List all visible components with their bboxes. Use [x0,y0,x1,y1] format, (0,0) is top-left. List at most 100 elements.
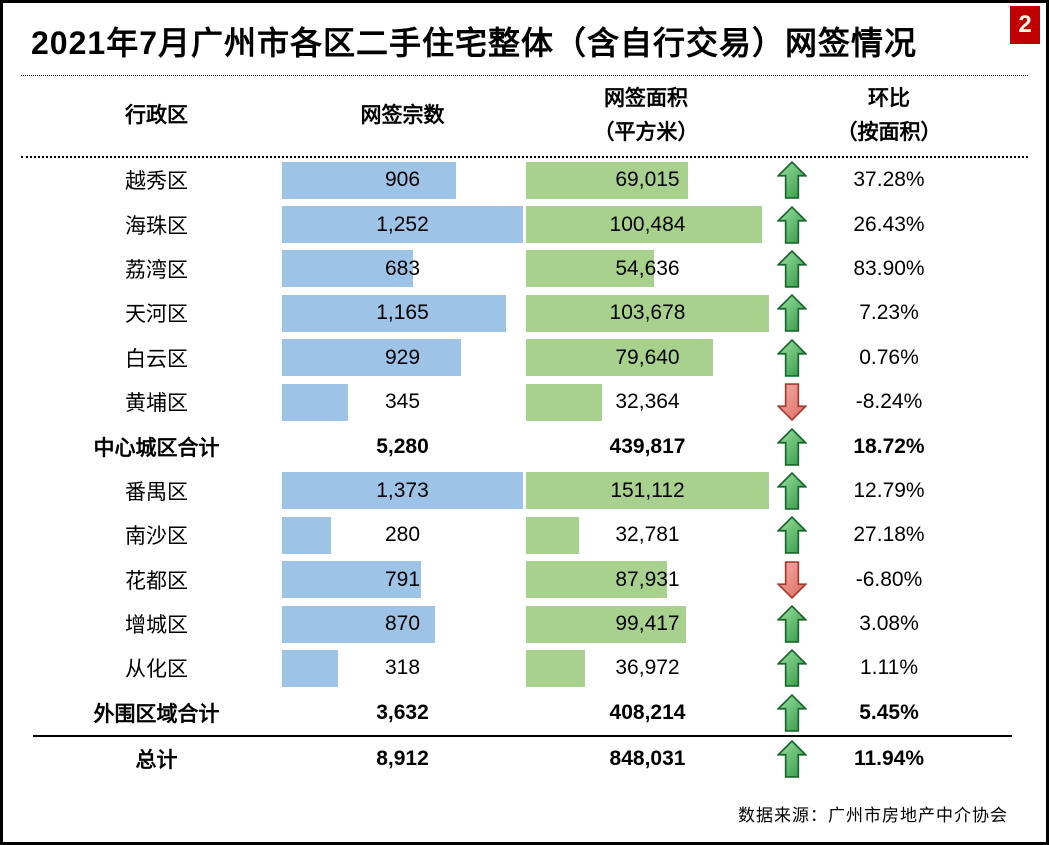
area-value: 32,781 [615,523,680,547]
header-mom-line1: 环比 [868,87,910,110]
count-data-bar [282,383,349,421]
area-data-bar [526,472,769,510]
arrow-up-icon [777,740,807,779]
area-cell: 408,214 [526,694,769,731]
district-name: 海珠区 [125,214,188,238]
title-divider [21,75,1028,76]
area-cell: 69,015 [526,161,769,199]
count-value: 929 [384,345,421,369]
count-data-bar [282,605,435,643]
count-cell: 929 [282,339,523,377]
area-value: 848,031 [609,747,686,771]
area-cell: 439,817 [526,428,769,465]
mom-percent: 18.72% [853,434,925,458]
header-area-line2: （平方米） [593,121,699,144]
header-area-line1: 网签面积 [604,87,688,110]
count-cell: 5,280 [282,428,523,465]
count-value: 1,252 [376,212,429,236]
table-row: 中心城区合计 5,280 439,817 [31,424,1046,468]
district-name: 荔湾区 [125,258,188,282]
count-data-bar [282,206,523,244]
mom-percent: 11.94% [853,747,925,771]
count-cell: 1,165 [282,294,523,332]
arrow-up-icon [777,249,807,288]
trend-arrow-cell [769,203,815,247]
count-value: 1,373 [376,478,429,502]
arrow-up-icon [777,471,807,510]
count-value: 3,632 [376,700,429,724]
trend-arrow-cell [769,469,815,513]
mom-percent: -8.24% [855,390,923,414]
area-data-bar [526,649,586,687]
count-data-bar [282,472,523,510]
arrow-up-icon [777,294,807,333]
count-data-bar [282,339,461,377]
area-data-bar [526,294,769,332]
header-mom-line2: （按面积） [836,121,942,144]
area-value: 151,112 [610,478,685,502]
count-data-bar [282,561,421,599]
district-name: 花都区 [125,569,188,593]
table-row: 总计 8,912 848,031 [31,737,1046,781]
mom-percent: 0.76% [859,345,919,369]
table-row: 越秀区 906 69,015 [31,158,1046,202]
mom-percent: 5.45% [859,700,919,724]
total-divider [33,735,1012,738]
count-cell: 870 [282,605,523,643]
table-row: 番禺区 1,373 151,112 [31,469,1046,513]
mom-percent: 83.90% [853,256,925,280]
count-value: 5,280 [376,434,429,458]
district-name: 越秀区 [125,170,188,194]
count-value: 345 [384,390,421,414]
count-value: 791 [384,567,421,591]
area-cell: 151,112 [526,472,769,510]
table-row: 白云区 929 79,640 [31,336,1046,380]
count-value: 8,912 [376,747,429,771]
trend-arrow-cell [769,646,815,690]
trend-arrow-cell [769,336,815,380]
count-data-bar [282,161,457,199]
count-value: 318 [384,656,421,680]
count-cell: 345 [282,383,523,421]
table-row: 花都区 791 87,931 [31,558,1046,602]
arrow-up-icon [777,693,807,732]
area-cell: 32,364 [526,383,769,421]
trend-arrow-cell [769,291,815,335]
arrow-up-icon [777,427,807,466]
arrow-up-icon [777,338,807,377]
count-value: 906 [384,168,421,192]
count-data-bar [282,649,338,687]
area-value: 100,484 [609,212,686,236]
area-data-bar [526,250,655,288]
district-name: 增城区 [125,614,188,638]
header-divider [21,156,1028,158]
area-cell: 32,781 [526,516,769,554]
mom-percent: 3.08% [859,612,919,636]
district-name: 黄埔区 [125,392,188,416]
table-row: 海珠区 1,252 100,484 [31,202,1046,246]
area-value: 408,214 [609,700,686,724]
count-cell: 906 [282,161,523,199]
area-cell: 54,636 [526,250,769,288]
area-value: 79,640 [615,345,680,369]
area-cell: 79,640 [526,339,769,377]
count-cell: 683 [282,250,523,288]
mom-percent: 1.11% [860,656,918,680]
area-cell: 848,031 [526,741,769,778]
area-value: 36,972 [615,656,680,680]
arrow-down-icon [777,383,807,422]
table-row: 黄埔区 345 32,364 [31,380,1046,424]
header-count: 网签宗数 [360,104,445,127]
district-name: 番禺区 [125,480,188,504]
district-name: 总计 [135,749,178,773]
arrow-up-icon [777,205,807,244]
count-cell: 280 [282,516,523,554]
area-cell: 100,484 [526,206,769,244]
arrow-up-icon [777,161,807,199]
count-value: 683 [384,256,421,280]
area-data-bar [526,383,602,421]
header-area: 网签面积 （平方米） [523,82,769,150]
area-cell: 87,931 [526,561,769,599]
trend-arrow-cell [769,513,815,557]
